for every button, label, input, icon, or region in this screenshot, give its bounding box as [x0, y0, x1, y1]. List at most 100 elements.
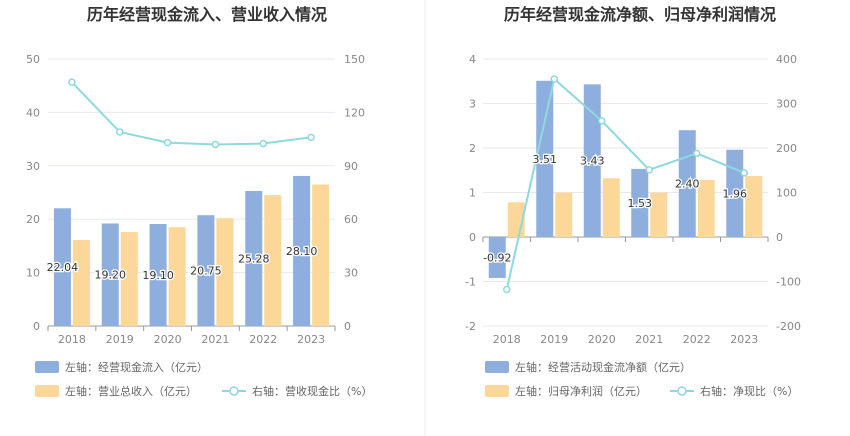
bar-secondary [264, 195, 282, 326]
line-series [71, 81, 312, 146]
bar-data-label: 25.28 [238, 253, 270, 266]
y-tick-right: 300 [776, 98, 797, 111]
x-tick-label: 2018 [493, 333, 521, 346]
bar-primary [583, 84, 601, 238]
x-tick-label: 2020 [588, 333, 616, 346]
y-tick-right: 120 [344, 106, 365, 119]
bar-secondary [312, 184, 330, 326]
line-point [740, 169, 748, 177]
y-tick-right: 150 [344, 53, 365, 66]
bar-data-label: 19.10 [142, 269, 174, 282]
bar-data-label: 1.96 [723, 187, 748, 200]
line-point [645, 166, 653, 174]
chart-2: 历年经营现金流净额、归母净利润情况 -2 -200 -1 -100 0 0 1 100 2 200 3… [465, 5, 801, 398]
bar-data-label: 28.10 [286, 245, 318, 258]
bar-data-label: 19.20 [95, 269, 127, 282]
bar-primary [101, 223, 119, 326]
legend-label: 右轴：营收现金比（%） [252, 384, 372, 398]
y-tick-right: -100 [776, 276, 801, 289]
y-tick-left: 50 [26, 53, 40, 66]
x-tick-label: 2023 [730, 333, 758, 346]
y-tick-right: 60 [344, 213, 358, 226]
legend-label: 左轴：营业总收入（亿元） [65, 384, 197, 398]
line-point [116, 128, 124, 136]
bar-secondary [120, 232, 138, 326]
x-tick-label: 2022 [683, 333, 711, 346]
line-point [211, 140, 220, 149]
y-tick-left: 40 [26, 106, 40, 119]
line-point [598, 117, 606, 125]
chart-title: 历年经营现金流净额、归母净利润情况 [504, 5, 776, 24]
bar-data-label: 22.04 [47, 261, 79, 274]
legend-swatch [35, 361, 59, 373]
line-series [505, 77, 745, 290]
bar-primary [536, 80, 554, 238]
y-tick-left: -2 [465, 320, 476, 333]
x-tick-label: 2018 [58, 333, 86, 346]
line-point [163, 138, 172, 147]
y-tick-left: 2 [469, 142, 476, 155]
line-point [693, 149, 701, 158]
y-tick-right: 0 [776, 231, 783, 244]
y-tick-right: -200 [776, 320, 801, 333]
bar-secondary [72, 240, 90, 326]
y-tick-right: 90 [344, 160, 358, 173]
bar-primary [488, 237, 506, 278]
bar-secondary [216, 218, 234, 326]
y-tick-right: 30 [344, 267, 358, 280]
legend-label: 左轴：归母净利润（亿元） [515, 384, 647, 398]
x-tick-label: 2021 [201, 333, 229, 346]
legend-label: 左轴：经营活动现金流净额（亿元） [515, 360, 691, 374]
x-tick-label: 2021 [635, 333, 663, 346]
legend-label: 左轴：经营现金流入（亿元） [65, 360, 208, 374]
x-tick-label: 2020 [154, 333, 182, 346]
y-tick-left: 4 [469, 53, 476, 66]
y-tick-left: 0 [33, 320, 40, 333]
bar-data-label: -0.92 [483, 251, 511, 264]
legend-label: 右轴：净现比（%） [700, 384, 798, 398]
bar-primary [245, 191, 263, 326]
chart-title: 历年经营现金流入、营业收入情况 [87, 5, 327, 24]
y-tick-right: 100 [776, 187, 797, 200]
legend-swatch-marker [229, 386, 239, 396]
y-tick-left: 10 [26, 267, 40, 280]
bar-primary [149, 224, 167, 326]
bar-data-label: 20.75 [190, 265, 222, 278]
bar-secondary [602, 178, 620, 237]
y-tick-left: -1 [465, 276, 476, 289]
y-tick-right: 200 [776, 142, 797, 155]
y-tick-right: 400 [776, 53, 797, 66]
bar-secondary [555, 192, 573, 237]
line-point [503, 285, 511, 294]
x-tick-label: 2022 [249, 333, 277, 346]
bar-secondary [168, 227, 186, 326]
bar-secondary [745, 176, 763, 237]
y-tick-right: 0 [344, 320, 351, 333]
y-tick-left: 1 [469, 187, 476, 200]
y-tick-left: 3 [469, 98, 476, 111]
bar-data-label: 2.40 [675, 178, 700, 191]
legend-swatch [485, 385, 509, 397]
bar-primary [293, 175, 311, 326]
bar-primary [678, 130, 696, 237]
legend-swatch [35, 385, 59, 397]
bar-data-label: 3.51 [533, 153, 558, 166]
x-tick-label: 2019 [540, 333, 568, 346]
x-tick-label: 2023 [297, 333, 325, 346]
bar-primary [197, 215, 215, 326]
bar-secondary [650, 192, 668, 237]
y-tick-left: 30 [26, 160, 40, 173]
line-point [550, 75, 558, 83]
bar-data-label: 3.43 [580, 155, 605, 168]
line-point [307, 133, 315, 142]
line-point [68, 78, 76, 86]
bar-primary [53, 208, 71, 326]
bar-primary [631, 168, 649, 237]
line-point [259, 139, 267, 148]
bar-secondary [697, 180, 715, 237]
y-tick-left: 20 [26, 213, 40, 226]
legend-swatch-marker [677, 386, 687, 396]
x-tick-label: 2019 [106, 333, 134, 346]
bar-data-label: 1.53 [628, 197, 653, 210]
